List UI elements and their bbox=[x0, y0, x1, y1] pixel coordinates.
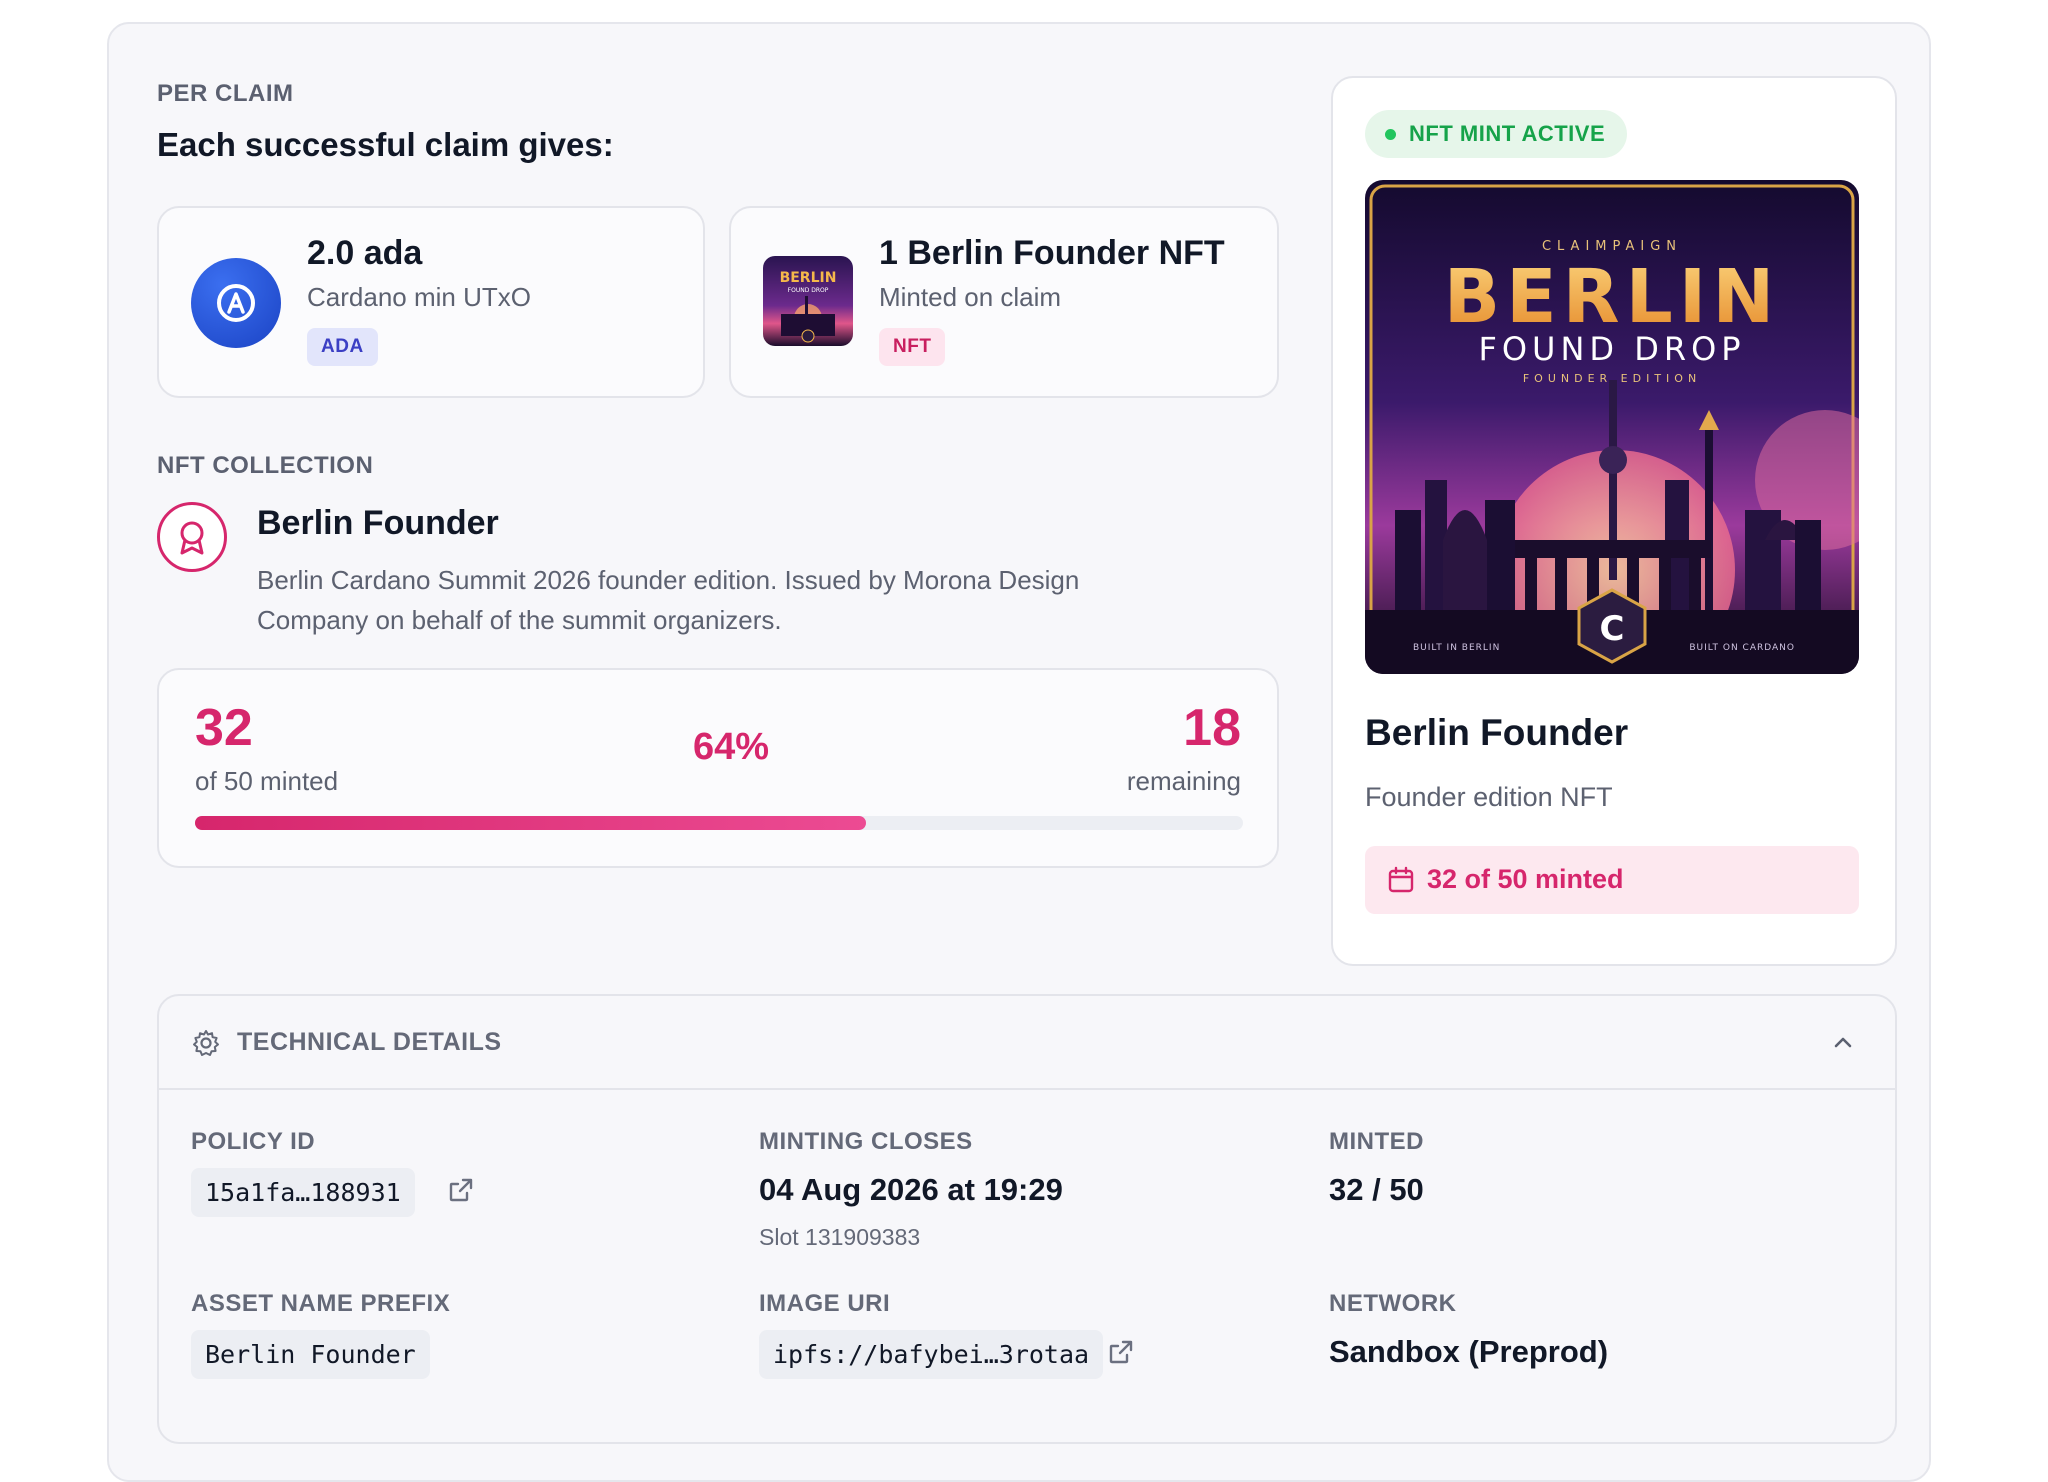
reward-amount: 2.0 ada bbox=[307, 234, 423, 272]
cardano-ada-icon bbox=[191, 258, 281, 348]
art-top-text: CLAIMPAIGN bbox=[1542, 239, 1682, 254]
technical-details-panel: TECHNICAL DETAILS POLICY ID 15a1fa…18893… bbox=[157, 994, 1897, 1444]
art-footer-left: BUILT IN BERLIN bbox=[1413, 643, 1500, 653]
minted-value-tech: 32 / 50 bbox=[1329, 1172, 1424, 1207]
technical-details-header[interactable]: TECHNICAL DETAILS bbox=[159, 996, 1895, 1090]
minted-pill-text: 32 of 50 minted bbox=[1427, 864, 1624, 894]
nft-preview-card: NFT MINT ACTIVE bbox=[1331, 76, 1897, 966]
slot-value: Slot 131909383 bbox=[759, 1224, 921, 1250]
minted-label-tech: MINTED bbox=[1329, 1128, 1424, 1155]
gear-icon bbox=[193, 1030, 219, 1056]
reward-card-ada: 2.0 ada Cardano min UTxO ADA bbox=[157, 206, 705, 398]
active-dot-icon bbox=[1385, 129, 1396, 140]
mint-progress-card: 32 of 50 minted 64% 18 remaining bbox=[157, 668, 1279, 868]
nft-collection-label: NFT COLLECTION bbox=[157, 452, 374, 479]
nft-artwork: CLAIMPAIGN BERLIN FOUND DROP FOUNDER EDI… bbox=[1365, 180, 1859, 674]
minted-pill: 32 of 50 minted bbox=[1365, 846, 1859, 914]
network-label: NETWORK bbox=[1329, 1290, 1457, 1317]
art-emblem: C bbox=[1600, 609, 1625, 649]
per-claim-heading: Each successful claim gives: bbox=[157, 126, 614, 163]
nft-badge: NFT bbox=[879, 328, 946, 366]
external-link-icon[interactable] bbox=[447, 1176, 475, 1204]
asset-name-prefix-label: ASSET NAME PREFIX bbox=[191, 1290, 451, 1317]
policy-id-label: POLICY ID bbox=[191, 1128, 316, 1155]
reward-nft-description: Minted on claim bbox=[879, 282, 1062, 312]
minting-closes-label: MINTING CLOSES bbox=[759, 1128, 973, 1155]
reward-card-nft: BERLIN FOUND DROP 1 Berlin Founder NFT M… bbox=[729, 206, 1279, 398]
art-footer-right: BUILT ON CARDANO bbox=[1689, 643, 1795, 653]
award-ribbon-icon bbox=[157, 502, 227, 572]
image-uri-value: ipfs://bafybei…3rotaa bbox=[759, 1330, 1104, 1379]
minted-label: of 50 minted bbox=[195, 766, 339, 796]
minted-percent: 64% bbox=[693, 726, 770, 768]
image-uri-label: IMAGE URI bbox=[759, 1290, 891, 1317]
reward-nft-title: 1 Berlin Founder NFT bbox=[879, 234, 1225, 272]
claim-details-panel: PER CLAIM Each successful claim gives: 2… bbox=[107, 22, 1931, 1482]
remaining-count: 18 bbox=[1183, 699, 1241, 757]
calendar-icon bbox=[1388, 866, 1414, 893]
progress-fill bbox=[195, 816, 866, 830]
art-subtitle-text: FOUND DROP bbox=[1478, 330, 1745, 368]
remaining-label: remaining bbox=[1126, 766, 1241, 796]
collection-description-line-2: Company on behalf of the summit organize… bbox=[257, 605, 782, 635]
chevron-up-icon[interactable] bbox=[1831, 1030, 1855, 1054]
minted-count: 32 bbox=[195, 699, 253, 757]
policy-id-value: 15a1fa…188931 bbox=[191, 1168, 415, 1217]
external-link-icon[interactable] bbox=[1107, 1338, 1135, 1366]
nft-description: Founder edition NFT bbox=[1365, 782, 1613, 812]
progress-track bbox=[195, 816, 1243, 830]
reward-description: Cardano min UTxO bbox=[307, 282, 531, 312]
per-claim-label: PER CLAIM bbox=[157, 80, 294, 107]
svg-text:FOUND DROP: FOUND DROP bbox=[788, 287, 829, 294]
collection-name: Berlin Founder bbox=[257, 504, 499, 542]
network-value: Sandbox (Preprod) bbox=[1329, 1334, 1609, 1369]
collection-description-line-1: Berlin Cardano Summit 2026 founder editi… bbox=[257, 565, 1080, 595]
mint-active-badge: NFT MINT ACTIVE bbox=[1365, 110, 1628, 158]
svg-text:BERLIN: BERLIN bbox=[780, 270, 837, 286]
asset-name-prefix-value: Berlin Founder bbox=[191, 1330, 430, 1379]
nft-thumbnail: BERLIN FOUND DROP bbox=[763, 256, 853, 346]
collection-description: Berlin Cardano Summit 2026 founder editi… bbox=[257, 560, 1257, 640]
technical-details-title: TECHNICAL DETAILS bbox=[237, 1028, 502, 1056]
ada-badge: ADA bbox=[307, 328, 378, 366]
art-title-text: BERLIN bbox=[1444, 254, 1781, 340]
mint-active-label: NFT MINT ACTIVE bbox=[1409, 121, 1606, 146]
art-edition-text: FOUNDER EDITION bbox=[1523, 372, 1701, 385]
nft-name: Berlin Founder bbox=[1365, 712, 1629, 753]
minting-closes-value: 04 Aug 2026 at 19:29 bbox=[759, 1172, 1063, 1207]
